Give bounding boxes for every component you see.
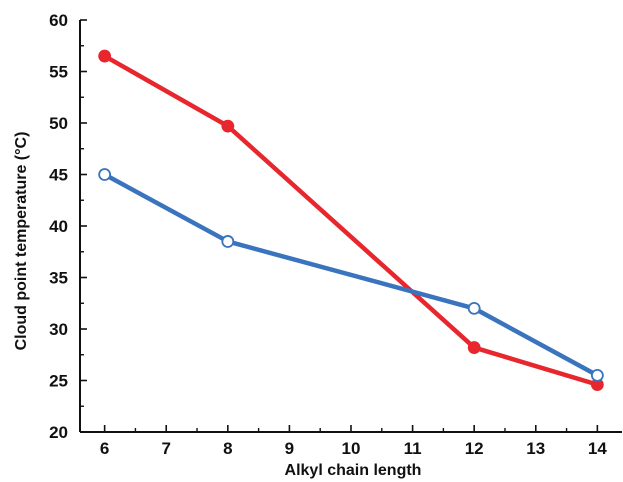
x-tick-label-9: 9 xyxy=(285,439,294,458)
axes: 20 25 30 35 40 45 50 55 60 6 7 8 9 10 11 12 13 14 xyxy=(49,11,622,458)
series-1-point xyxy=(98,49,112,63)
series-2-point xyxy=(221,235,235,248)
y-tick-label-40: 40 xyxy=(49,217,68,236)
y-tick-label-25: 25 xyxy=(49,372,68,391)
x-tick-label-10: 10 xyxy=(342,439,361,458)
y-tick-label-55: 55 xyxy=(49,63,68,82)
x-tick-label-6: 6 xyxy=(100,439,109,458)
series-1-point xyxy=(221,119,235,133)
y-tick-label-20: 20 xyxy=(49,423,68,442)
series-1-point xyxy=(467,341,481,354)
y-tick-label-35: 35 xyxy=(49,269,68,288)
series-1-line xyxy=(102,53,600,387)
x-tick-label-7: 7 xyxy=(161,439,170,458)
x-tick-label-13: 13 xyxy=(526,439,545,458)
series-2-point xyxy=(467,301,481,315)
x-tick-label-12: 12 xyxy=(465,439,484,458)
series-layer xyxy=(98,49,604,392)
series-2-point xyxy=(98,168,112,181)
y-tick-label-30: 30 xyxy=(49,320,68,339)
y-axis-title: Cloud point temperature (°C) xyxy=(13,132,30,351)
y-tick-label-60: 60 xyxy=(49,11,68,30)
x-tick-label-14: 14 xyxy=(588,439,607,458)
y-tick-label-50: 50 xyxy=(49,114,68,133)
x-tick-label-11: 11 xyxy=(404,439,422,458)
x-tick-label-8: 8 xyxy=(223,439,232,458)
series-2-point xyxy=(590,368,604,382)
series-2-line xyxy=(102,172,600,378)
x-axis-title: Alkyl chain length xyxy=(285,462,422,479)
y-tick-label-45: 45 xyxy=(49,166,68,185)
